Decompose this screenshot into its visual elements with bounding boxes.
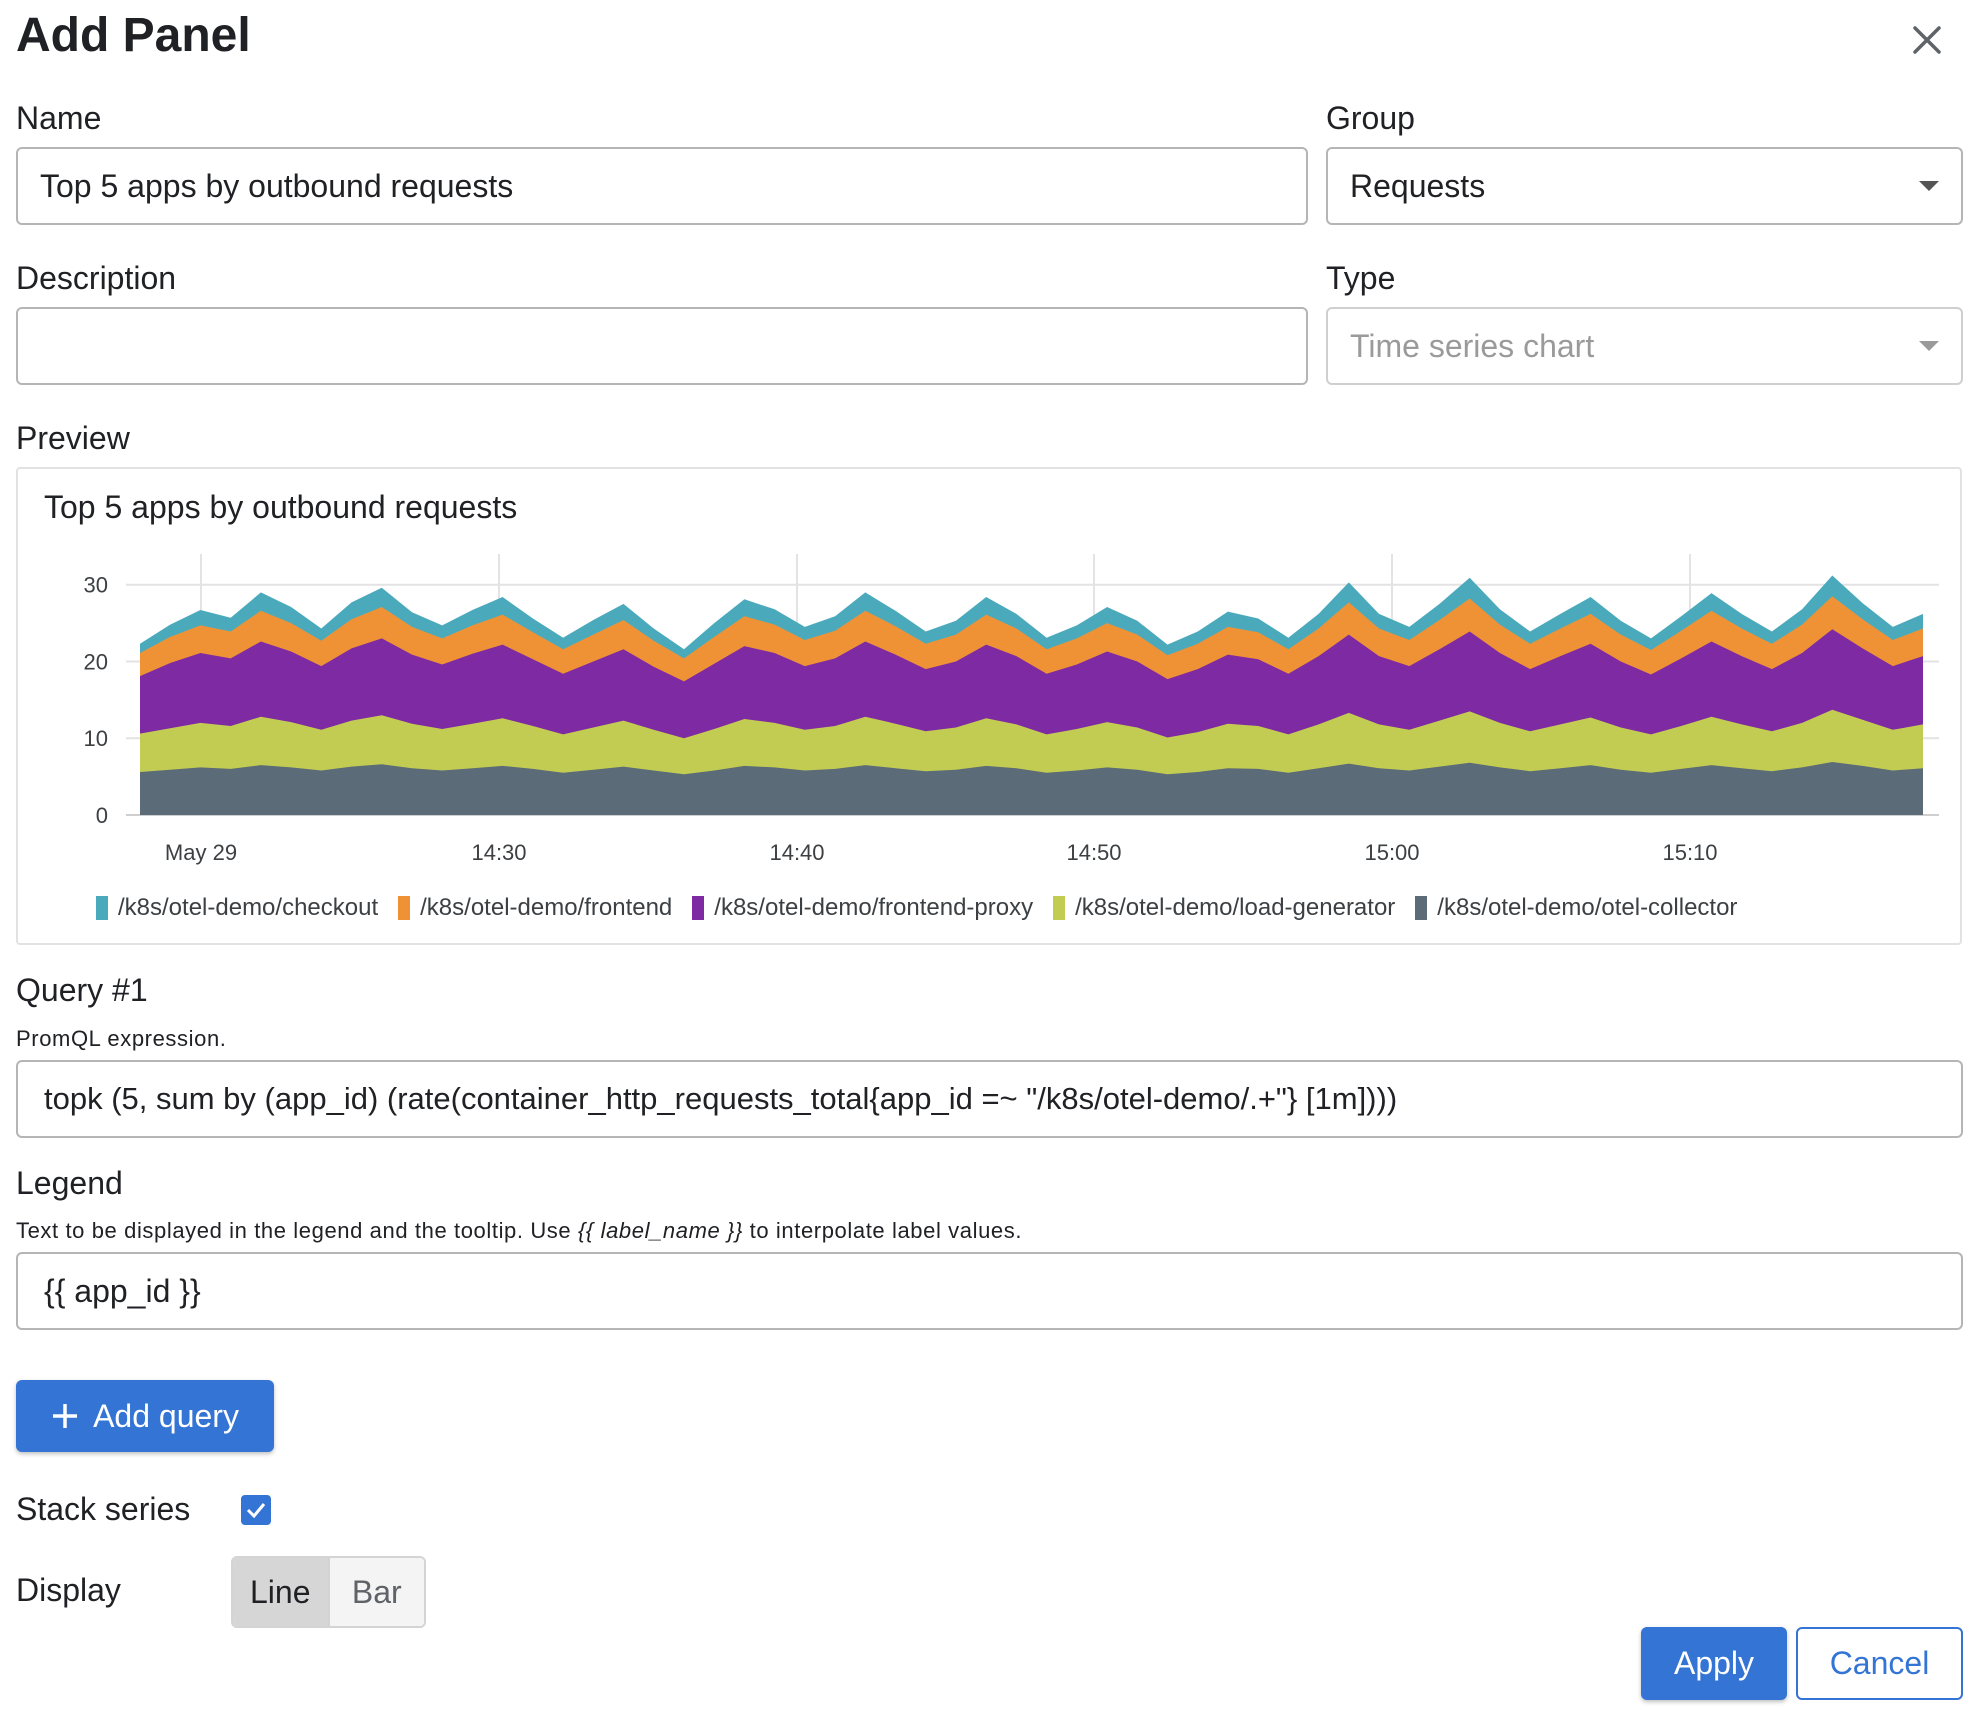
- legend-item[interactable]: /k8s/otel-demo/frontend: [398, 894, 672, 922]
- display-option-bar[interactable]: Bar: [327, 1558, 424, 1626]
- query-heading: Query #1: [16, 972, 148, 1008]
- chevron-down-icon: [1919, 341, 1939, 351]
- preview-chart-title: Top 5 apps by outbound requests: [44, 489, 518, 525]
- apply-button[interactable]: Apply: [1641, 1627, 1787, 1700]
- legend-item[interactable]: /k8s/otel-demo/otel-collector: [1415, 894, 1737, 922]
- legend-label: /k8s/otel-demo/otel-collector: [1437, 894, 1738, 921]
- description-input[interactable]: [16, 307, 1308, 385]
- x-tick-label: 14:30: [471, 840, 526, 865]
- x-tick-label: 15:00: [1364, 840, 1419, 865]
- legend-help-after: to interpolate label values.: [742, 1218, 1023, 1243]
- legend-format-input[interactable]: [16, 1252, 1963, 1330]
- legend-help-code: {{ label_name }}: [577, 1218, 743, 1243]
- preview-label: Preview: [16, 420, 130, 456]
- legend-swatch: [398, 896, 411, 920]
- y-tick-label: 20: [84, 649, 108, 674]
- y-tick-label: 0: [96, 803, 108, 828]
- chart-legend: /k8s/otel-demo/checkout/k8s/otel-demo/fr…: [96, 894, 1737, 922]
- y-tick-label: 30: [84, 573, 108, 598]
- y-tick-label: 10: [84, 726, 108, 751]
- display-toggle-group: Line Bar: [231, 1556, 426, 1628]
- query-expression-input[interactable]: [16, 1060, 1963, 1138]
- chevron-down-icon: [1919, 181, 1939, 191]
- plus-icon: [53, 1404, 78, 1428]
- legend-item[interactable]: /k8s/otel-demo/checkout: [96, 894, 378, 922]
- apply-label: Apply: [1673, 1645, 1755, 1681]
- preview-chart: May 29 14:30 14:40 14:50 15:00 15:10 0 10 20 30: [84, 554, 1939, 865]
- query-help: PromQL expression.: [16, 1026, 227, 1051]
- stack-series-label: Stack series: [16, 1491, 191, 1527]
- legend-label: /k8s/otel-demo/frontend-proxy: [714, 894, 1034, 921]
- check-icon: [246, 1503, 266, 1519]
- legend-swatch: [96, 896, 108, 920]
- preview-panel: Top 5 apps by outbound requests May 29 14…: [16, 467, 1962, 945]
- x-tick-label: 15:10: [1662, 840, 1717, 865]
- legend-label: /k8s/otel-demo/frontend: [420, 894, 673, 921]
- description-label: Description: [16, 260, 177, 296]
- add-query-label: Add query: [93, 1397, 239, 1434]
- series-area-otel-collector: [140, 762, 1923, 815]
- legend-swatch: [1053, 896, 1066, 920]
- dialog-title: Add Panel: [16, 9, 251, 62]
- legend-swatch: [692, 896, 705, 920]
- type-select: Time series chart: [1326, 307, 1963, 385]
- name-input[interactable]: [16, 147, 1308, 225]
- type-select-value: Time series chart: [1350, 327, 1595, 364]
- group-label: Group: [1326, 100, 1415, 136]
- legend-label: /k8s/otel-demo/checkout: [118, 894, 379, 921]
- group-select-value: Requests: [1350, 167, 1486, 204]
- legend-help: Text to be displayed in the legend and t…: [16, 1218, 1022, 1244]
- legend-item[interactable]: /k8s/otel-demo/load-generator: [1053, 894, 1395, 922]
- stack-series-checkbox[interactable]: [241, 1495, 271, 1525]
- legend-help-before: Text to be displayed in the legend and t…: [16, 1218, 578, 1243]
- x-tick-label: 14:50: [1066, 840, 1121, 865]
- legend-item[interactable]: /k8s/otel-demo/frontend-proxy: [692, 894, 1033, 922]
- cancel-label: Cancel: [1829, 1645, 1930, 1681]
- display-label: Display: [16, 1572, 121, 1608]
- x-tick-label: May 29: [165, 840, 237, 865]
- name-label: Name: [16, 100, 102, 136]
- type-label: Type: [1326, 260, 1396, 296]
- close-button[interactable]: [1905, 18, 1949, 62]
- legend-heading: Legend: [16, 1165, 123, 1201]
- legend-label: /k8s/otel-demo/load-generator: [1075, 894, 1396, 921]
- group-select[interactable]: Requests: [1326, 147, 1963, 225]
- cancel-button[interactable]: Cancel: [1796, 1627, 1963, 1700]
- x-tick-label: 14:40: [769, 840, 824, 865]
- display-option-line[interactable]: Line: [233, 1558, 328, 1626]
- close-icon: [1913, 26, 1941, 54]
- add-query-button[interactable]: Add query: [16, 1380, 274, 1452]
- legend-swatch: [1415, 896, 1428, 920]
